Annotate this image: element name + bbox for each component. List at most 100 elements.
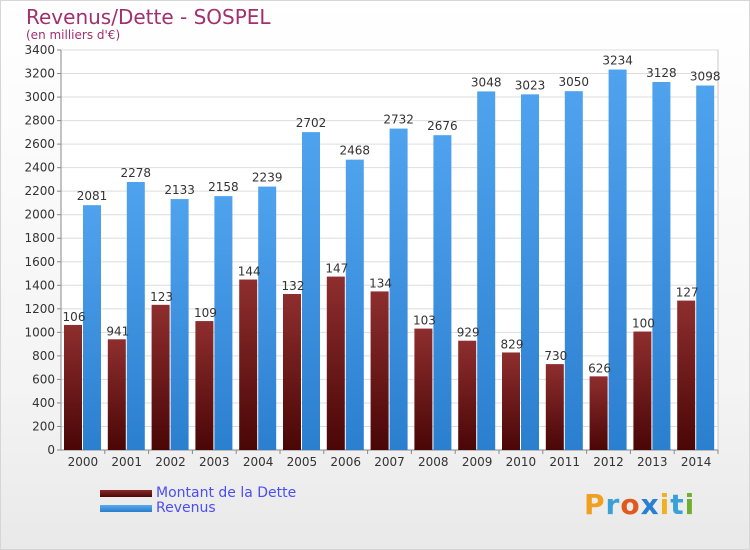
logo-letter: i [659, 488, 671, 521]
bar-debt [458, 340, 477, 450]
y-tick-label: 2800 [24, 114, 55, 128]
y-tick-label: 1800 [24, 231, 55, 245]
data-label-revenue: 2158 [208, 180, 239, 194]
bar-debt [107, 339, 126, 450]
logo-letter: i [684, 488, 696, 521]
x-tick-label: 2008 [418, 455, 449, 469]
y-tick-label: 2200 [24, 184, 55, 198]
bar-revenue [608, 69, 627, 450]
plot-area [60, 49, 719, 451]
y-tick-label: 200 [32, 419, 55, 433]
bar-debt [414, 328, 433, 450]
data-label-debt: 144 [238, 265, 261, 279]
y-tick-label: 1000 [24, 325, 55, 339]
y-tick-label: 2600 [24, 137, 55, 151]
bar-revenue [170, 199, 189, 450]
bar-debt [239, 279, 258, 450]
data-label-debt: 730 [544, 349, 567, 363]
data-label-debt: 626 [588, 361, 611, 375]
bar-debt [151, 304, 170, 450]
data-label-revenue: 3048 [471, 75, 502, 89]
x-tick-label: 2002 [155, 455, 186, 469]
x-tick-label: 2001 [111, 455, 142, 469]
data-label-revenue: 2278 [121, 166, 152, 180]
bar-revenue [521, 94, 539, 451]
bar-revenue [652, 82, 671, 450]
data-label-revenue: 3023 [515, 78, 546, 92]
y-tick-label: 2000 [24, 208, 55, 222]
logo-letter: r [605, 488, 621, 521]
bar-debt [283, 294, 301, 450]
data-label-debt: 123 [150, 290, 173, 304]
x-tick-label: 2005 [287, 455, 318, 469]
x-tick-label: 2006 [330, 455, 361, 469]
x-tick-label: 2014 [681, 455, 712, 469]
y-tick-label: 600 [32, 372, 55, 386]
chart-subtitle: (en milliers d'€) [26, 28, 121, 42]
x-tick-label: 2013 [637, 455, 668, 469]
y-tick-label: 1400 [24, 278, 55, 292]
data-label-revenue: 2468 [340, 144, 371, 158]
data-label-revenue: 3128 [646, 66, 677, 80]
y-tick-label: 800 [32, 349, 55, 363]
y-tick-label: 0 [47, 443, 55, 457]
data-label-revenue: 3050 [559, 75, 590, 89]
logo-letter: x [640, 488, 660, 521]
x-tick-label: 2000 [68, 455, 99, 469]
x-tick-label: 2003 [199, 455, 230, 469]
x-tick-label: 2011 [549, 455, 580, 469]
chart-title: Revenus/Dette - SOSPEL [26, 5, 271, 29]
data-label-revenue: 3098 [690, 70, 721, 84]
bar-revenue [214, 196, 233, 450]
bar-debt [326, 276, 345, 450]
bar-debt [677, 300, 696, 450]
bar-revenue [433, 135, 452, 451]
bar-revenue [126, 182, 145, 450]
y-tick-label: 3400 [24, 43, 55, 57]
bar-revenue [477, 91, 496, 450]
x-tick-label: 2010 [506, 455, 537, 469]
data-label-revenue: 2676 [427, 119, 458, 133]
bar-debt [545, 364, 564, 450]
data-label-revenue: 3234 [602, 54, 633, 68]
bar-revenue [83, 205, 101, 450]
y-tick-label: 3000 [24, 90, 55, 104]
data-label-revenue: 2133 [164, 183, 195, 197]
bar-debt [195, 321, 214, 450]
bar-revenue [345, 159, 364, 450]
data-label-revenue: 2081 [77, 189, 108, 203]
y-tick-label: 400 [32, 396, 55, 410]
logo-letter: o [620, 488, 641, 521]
bar-debt [633, 331, 652, 450]
data-label-debt: 127 [676, 286, 699, 300]
x-tick-label: 2004 [243, 455, 274, 469]
bar-revenue [564, 91, 583, 451]
bar-revenue [389, 128, 408, 450]
data-label-debt: 109 [194, 306, 217, 320]
bar-revenue [696, 85, 715, 450]
data-label-debt: 106 [63, 310, 86, 324]
y-tick-label: 2400 [24, 161, 55, 175]
data-label-revenue: 2702 [296, 116, 327, 130]
data-label-debt: 929 [457, 326, 480, 340]
bar-debt [502, 352, 520, 450]
y-tick-label: 1600 [24, 255, 55, 269]
data-label-debt: 100 [632, 317, 655, 331]
bar-revenue [258, 186, 277, 450]
bar-revenue [302, 132, 320, 450]
x-tick-label: 2007 [374, 455, 405, 469]
data-label-debt: 147 [325, 262, 348, 276]
data-label-debt: 941 [106, 324, 129, 338]
data-label-debt: 829 [501, 337, 524, 351]
x-tick-label: 2012 [593, 455, 624, 469]
legend-swatch-revenue [100, 505, 152, 512]
legend-label-debt: Montant de la Dette [156, 485, 297, 501]
proxiti-logo: Proxiti [584, 488, 695, 521]
logo-letter: t [670, 488, 685, 521]
data-label-debt: 103 [413, 314, 436, 328]
data-label-revenue: 2732 [383, 113, 414, 127]
data-label-debt: 134 [369, 276, 392, 290]
data-label-revenue: 2239 [252, 171, 283, 185]
y-tick-label: 3200 [24, 67, 55, 81]
